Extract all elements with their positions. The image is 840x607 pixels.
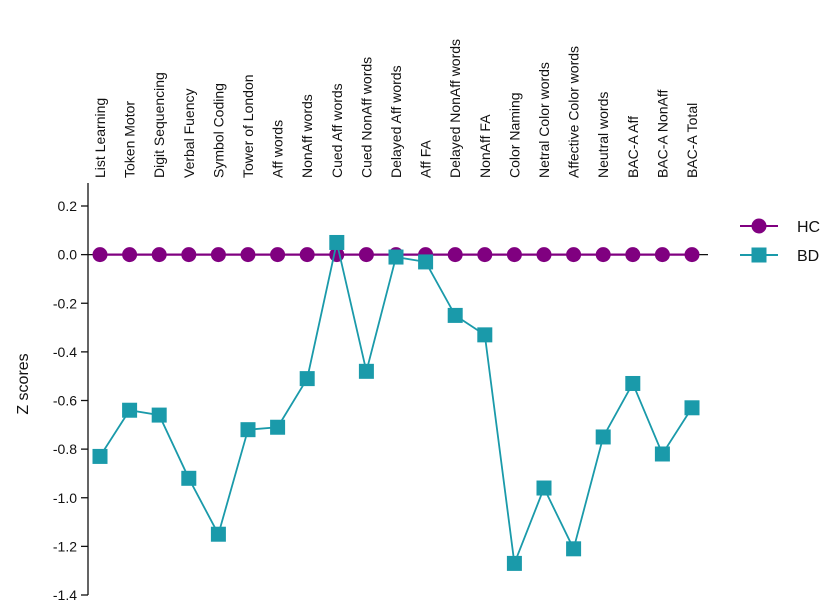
category-label: Cued NonAff words [358,57,374,178]
legend-label: HC [797,219,820,236]
data-point [625,247,641,263]
data-point [477,247,493,263]
data-point [595,429,611,445]
data-point [447,307,463,323]
data-point [122,247,138,263]
legend: HC BD [740,218,820,265]
data-point [151,247,167,263]
series-bd [92,234,700,571]
y-axis: 0.2 0.0 -0.2 -0.4 -0.6 -0.8 -1.0 -1.2 -1.4 [53,183,89,603]
y-tick-label: -0.6 [53,393,77,409]
data-point [181,470,197,486]
data-point [122,402,138,418]
data-point [654,446,670,462]
data-point [358,247,374,263]
legend-marker [751,247,767,263]
data-point [506,555,522,571]
data-point [240,247,256,263]
category-label: BAC-A Total [684,103,700,178]
y-axis-title: Z scores [15,353,32,414]
category-label: Color Naming [506,92,522,178]
category-label: Delayed Aff words [388,65,404,178]
category-label: Verbal Fuency [181,89,197,179]
category-label: BAC-A Aff [625,116,641,178]
category-label: NonAff words [299,94,315,178]
legend-label: BD [797,248,819,265]
data-point [447,247,463,263]
category-label: Netral Color words [536,62,552,178]
y-tick-label: -0.4 [53,344,77,360]
data-point [299,371,315,387]
data-point [240,422,256,438]
category-label: Aff FA [418,139,434,178]
y-tick-label: -1.2 [53,538,77,554]
data-point [418,254,434,270]
data-point [270,419,286,435]
y-tick-label: -1.0 [53,490,77,506]
data-point [477,327,493,343]
data-point [210,526,226,542]
data-point [210,247,226,263]
data-point [654,247,670,263]
y-tick-label: -0.8 [53,441,77,457]
category-label: List Learning [92,98,108,178]
category-label: NonAff FA [477,114,493,178]
category-label: Delayed NonAff words [447,39,463,178]
y-tick-label: 0.0 [58,247,78,263]
series-hc [92,247,700,263]
data-point [92,448,108,464]
category-label: BAC-A NonAff [654,89,670,178]
data-point [358,363,374,379]
data-point [329,234,345,250]
y-tick-label: -0.2 [53,295,77,311]
y-tick-label: 0.2 [58,198,78,214]
legend-item-bd: BD [740,247,819,265]
y-tick-label: -1.4 [53,587,77,603]
data-point [270,247,286,263]
legend-marker [751,218,767,234]
data-point [151,407,167,423]
data-point [299,247,315,263]
category-label: Symbol Coding [210,83,226,178]
data-point [566,247,582,263]
data-point [625,375,641,391]
data-point [536,247,552,263]
data-point [181,247,197,263]
category-label: Aff words [270,120,286,178]
data-point [684,400,700,416]
series-line [99,242,693,564]
data-point [595,247,611,263]
category-labels: List Learning Token Motor Digit Sequencing… [92,39,700,178]
series-layer [92,234,700,571]
data-point [92,247,108,263]
data-point [506,247,522,263]
legend-item-hc: HC [740,218,820,236]
data-point [536,480,552,496]
data-point [684,247,700,263]
category-label: Digit Sequencing [151,72,167,178]
data-point [388,249,404,265]
category-label: Tower of London [240,74,256,178]
category-label: Affective Color words [566,46,582,178]
category-label: Neutral words [595,92,611,178]
category-label: Cued Aff words [329,83,345,178]
data-point [566,541,582,557]
category-label: Token Motor [122,101,138,178]
